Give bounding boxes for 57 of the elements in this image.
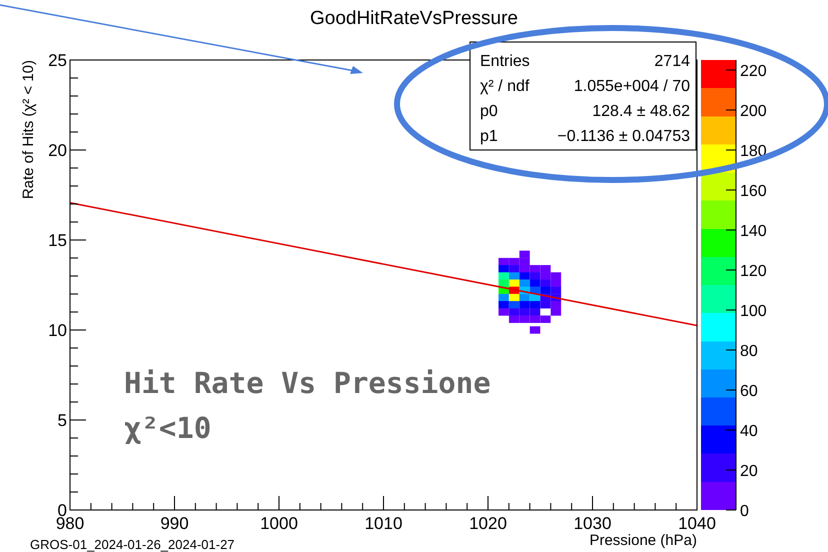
annotation: χ² / ndf	[480, 78, 530, 95]
annotation: Entries	[480, 53, 530, 70]
annotation: p1	[480, 128, 498, 145]
y-tick-label: 25	[48, 51, 67, 70]
annotation: 1.055e+004 / 70	[574, 78, 690, 95]
point	[540, 272, 551, 280]
point	[540, 286, 551, 294]
point	[519, 272, 530, 280]
point	[508, 308, 520, 316]
color-bar-label: 40	[740, 423, 758, 440]
y-tick-label: 15	[48, 231, 67, 250]
point	[508, 294, 520, 302]
color-bar-label: 200	[740, 103, 767, 120]
x-tick-label: 1000	[260, 514, 298, 533]
point	[519, 294, 530, 302]
color-bar-label: 180	[740, 143, 767, 160]
point	[498, 308, 509, 316]
annotation: χ²<10	[124, 411, 212, 445]
annotation: Hit Rate Vs Pressione	[124, 366, 491, 400]
point	[498, 294, 509, 302]
x-tick-label: 1020	[469, 514, 507, 533]
y-axis-title: Rate of Hits (χ² < 10)	[20, 60, 37, 200]
color-bar-label: 80	[740, 343, 758, 360]
text: GROS-01_2024-01-26_2024-01-27	[30, 537, 235, 552]
color-bar-label: 220	[740, 63, 767, 80]
point	[508, 272, 520, 280]
x-tick-label: 990	[160, 514, 189, 533]
point	[550, 286, 562, 294]
chart-title: GoodHitRateVsPressure	[310, 8, 518, 29]
color-bar-label: 0	[740, 503, 749, 520]
point	[530, 308, 540, 316]
annotation: 128.4 ± 48.62	[592, 103, 690, 120]
color-bar-label: 120	[740, 263, 767, 280]
x-axis-title: Pressione (hPa)	[589, 532, 697, 549]
color-bar-label: 160	[740, 183, 767, 200]
y-tick-label: 20	[48, 141, 67, 160]
color-bar-label: 20	[740, 463, 758, 480]
point	[550, 308, 562, 316]
point	[519, 258, 530, 266]
annotation: 2714	[654, 53, 690, 70]
point	[519, 250, 530, 258]
y-tick-label: 5	[58, 411, 67, 430]
point	[498, 258, 509, 266]
point	[530, 326, 540, 334]
annotation: p0	[480, 103, 498, 120]
point	[508, 258, 520, 266]
color-bar-label: 140	[740, 223, 767, 240]
annotation: −0.1136 ± 0.04753	[557, 128, 690, 145]
y-tick-label: 10	[48, 321, 67, 340]
point	[530, 272, 540, 280]
color-bar-label: 60	[740, 383, 758, 400]
point	[550, 272, 562, 280]
x-tick-label: 1030	[574, 514, 612, 533]
point	[519, 308, 530, 316]
color-bar-label: 100	[740, 303, 767, 320]
x-tick-label: 1010	[364, 514, 402, 533]
point	[498, 272, 509, 280]
